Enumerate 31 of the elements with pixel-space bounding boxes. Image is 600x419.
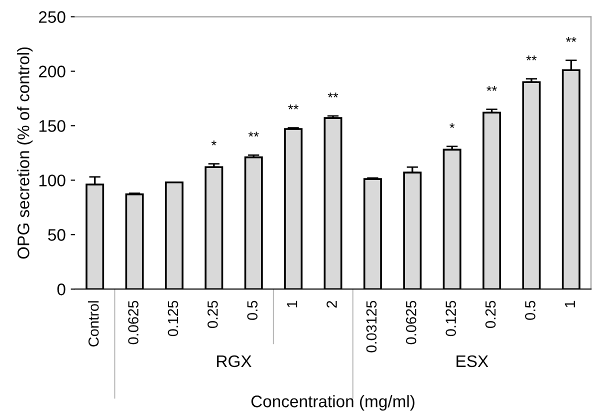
data-label: * xyxy=(211,140,216,146)
x-tick-label: 0.5 xyxy=(525,300,536,320)
y-tick-label: 150 xyxy=(39,120,66,132)
data-label: ** xyxy=(248,132,259,137)
y-tick-label: 50 xyxy=(48,229,66,241)
data-label: ** xyxy=(288,104,298,110)
y-tick-label: 100 xyxy=(39,174,66,186)
y-tick-label: 200 xyxy=(39,66,66,78)
data-label: ** xyxy=(486,86,497,91)
y-tick-label: 0 xyxy=(57,284,66,296)
x-axis-title: Concentration (mg/ml) xyxy=(251,395,414,411)
x-tick-label: 0.03125 xyxy=(366,300,377,352)
x-tick-label: 0.0625 xyxy=(406,300,416,344)
y-axis-title: OPG secretion (% of control) xyxy=(17,47,33,259)
x-tick-label: Control xyxy=(88,301,99,346)
x-tick-label: 0.25 xyxy=(485,300,496,328)
text: ESX xyxy=(456,355,488,368)
text: RGX xyxy=(217,355,252,368)
x-tick-label: 1 xyxy=(564,300,575,308)
y-tick-label: 250 xyxy=(39,11,66,23)
x-tick-label: 0.0625 xyxy=(128,300,138,344)
x-tick-label: 0.125 xyxy=(446,300,456,336)
x-tick-label: 2 xyxy=(326,300,337,308)
data-label: ** xyxy=(526,56,537,60)
data-label: ** xyxy=(566,37,576,42)
x-tick-label: 0.25 xyxy=(208,300,218,328)
x-tick-label: 0.5 xyxy=(247,300,258,320)
data-label: * xyxy=(450,123,455,128)
data-label: ** xyxy=(328,92,338,98)
x-tick-label: 0.125 xyxy=(168,300,178,336)
x-tick-label: 1 xyxy=(287,300,298,308)
